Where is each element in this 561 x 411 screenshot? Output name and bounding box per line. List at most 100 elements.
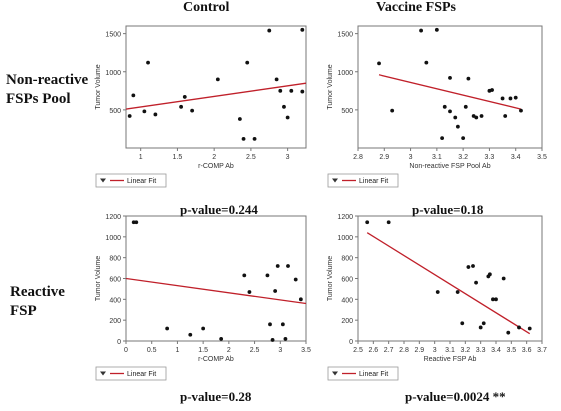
pvalue-vaccine-reactive: p-value=0.0024 ** xyxy=(405,389,506,404)
data-point xyxy=(273,289,278,293)
data-point xyxy=(461,136,466,140)
x-axis-label: r-COMP Ab xyxy=(198,356,234,363)
data-point xyxy=(242,273,247,278)
y-tick-label: 1000 xyxy=(337,70,353,77)
y-tick-label: 500 xyxy=(109,108,121,115)
y-axis-label: Tumor Volume xyxy=(95,64,102,109)
data-point xyxy=(474,115,479,120)
x-tick-label: 3.5 xyxy=(301,347,311,354)
data-point xyxy=(293,277,298,282)
data-point xyxy=(448,109,452,114)
row-header-non-reactive-line1: Non-reactive xyxy=(6,72,89,88)
data-point xyxy=(252,136,257,141)
data-point xyxy=(265,273,270,278)
data-point xyxy=(190,108,195,113)
plot-frame xyxy=(125,215,307,342)
data-point xyxy=(479,114,484,118)
x-tick-label: 3.1 xyxy=(445,347,455,354)
pvalue-control-nonreactive: p-value=0.244 xyxy=(180,202,258,217)
data-point xyxy=(165,326,170,331)
y-tick-label: 400 xyxy=(109,297,121,304)
y-tick-label: 1200 xyxy=(337,214,353,221)
data-point xyxy=(201,326,206,331)
data-point xyxy=(490,88,494,92)
x-tick-label: 0 xyxy=(124,347,128,354)
data-point xyxy=(424,60,429,65)
y-tick-label: 200 xyxy=(341,318,353,325)
y-tick-label: 600 xyxy=(341,277,353,284)
column-header-vaccine-fsps: Vaccine FSPs xyxy=(376,0,456,15)
x-tick-label: 3.4 xyxy=(511,154,521,161)
x-tick-label: 1 xyxy=(139,154,143,161)
data-point xyxy=(527,326,532,331)
legend-collapse-icon xyxy=(332,178,338,183)
data-point xyxy=(442,104,447,109)
data-point xyxy=(289,88,294,93)
y-tick-label: 800 xyxy=(109,256,121,263)
data-point xyxy=(182,95,187,99)
y-axis-label: Tumor Volume xyxy=(95,256,102,301)
plot-frame xyxy=(357,25,543,149)
legend-label: Linear Fit xyxy=(127,371,156,378)
data-point xyxy=(285,115,290,120)
data-point xyxy=(215,77,220,82)
data-point xyxy=(286,264,290,268)
data-point xyxy=(247,290,252,294)
data-point xyxy=(513,95,518,100)
x-axis-label: Non-reactive FSP Pool Ab xyxy=(409,163,490,170)
chart-control-reactive: 0 200 400 600 800 1000 1200 0 0.5 1 1.5 2 2.5 3 3.5 r-C… xyxy=(95,214,311,381)
y-tick-label: 500 xyxy=(341,108,353,115)
data-point xyxy=(237,117,242,121)
data-point xyxy=(506,330,511,335)
data-point xyxy=(134,220,139,225)
x-tick-label: 3.1 xyxy=(432,154,442,161)
plot-frame xyxy=(357,215,543,342)
data-point xyxy=(474,280,478,285)
x-tick-label: 3.2 xyxy=(460,347,470,354)
x-axis-label: r-COMP Ab xyxy=(198,163,234,170)
data-point xyxy=(127,114,132,118)
y-tick-label: 800 xyxy=(341,256,353,263)
data-point xyxy=(487,272,492,277)
pvalue-control-reactive: p-value=0.28 xyxy=(180,389,252,404)
data-point xyxy=(131,93,136,98)
x-tick-label: 1 xyxy=(175,347,179,354)
data-point xyxy=(245,60,250,65)
x-tick-label: 3.3 xyxy=(476,347,486,354)
y-tick-label: 200 xyxy=(109,318,121,325)
x-tick-label: 3 xyxy=(409,154,413,161)
x-tick-label: 2.9 xyxy=(379,154,389,161)
y-tick-label: 400 xyxy=(341,297,353,304)
data-point xyxy=(455,124,460,129)
y-tick-label: 1000 xyxy=(105,235,121,242)
x-tick-label: 2.5 xyxy=(250,347,260,354)
data-point xyxy=(386,220,391,225)
y-axis-label: Tumor Volume xyxy=(327,64,334,109)
data-point xyxy=(453,115,458,120)
x-tick-label: 3.5 xyxy=(537,154,547,161)
data-point xyxy=(494,297,498,302)
data-point xyxy=(298,297,303,302)
data-point xyxy=(179,104,184,109)
x-tick-label: 2.8 xyxy=(353,154,363,161)
legend-box xyxy=(95,366,167,381)
data-point xyxy=(435,290,440,294)
data-point xyxy=(440,136,445,140)
data-point xyxy=(146,60,150,65)
x-tick-label: 3.3 xyxy=(485,154,495,161)
data-point xyxy=(274,77,279,82)
data-point xyxy=(503,114,508,118)
y-tick-label: 1500 xyxy=(337,32,353,39)
data-point xyxy=(365,220,370,225)
data-point xyxy=(268,322,272,327)
x-tick-label: 3.2 xyxy=(458,154,468,161)
y-tick-label: 600 xyxy=(109,277,121,284)
y-tick-label: 1000 xyxy=(105,70,121,77)
row-header-reactive-line1: Reactive xyxy=(10,284,65,300)
data-point xyxy=(448,75,452,80)
data-point xyxy=(463,104,468,109)
legend-label: Linear Fit xyxy=(359,178,388,185)
y-tick-label: 1500 xyxy=(105,32,121,39)
data-point xyxy=(471,264,475,268)
linear-fit-line xyxy=(366,232,531,335)
